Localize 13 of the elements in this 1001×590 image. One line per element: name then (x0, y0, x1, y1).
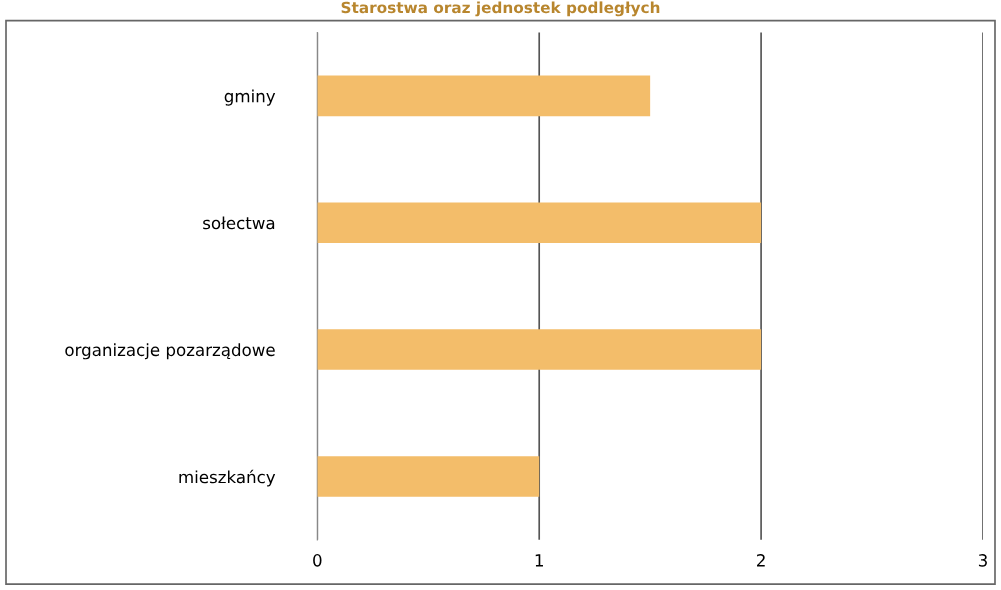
y-tick-label: mieszkańcy (179, 469, 276, 487)
bar (317, 75, 651, 117)
x-tick-label: 0 (313, 554, 322, 567)
bar (317, 456, 540, 497)
bar (317, 202, 762, 244)
chart-title: Starostwa oraz jednostek podległych (341, 1, 660, 17)
x-tick-label: 1 (535, 554, 543, 567)
y-tick-label: gminy (224, 89, 276, 106)
y-tick-label: organizacje pozarządowe (65, 343, 275, 360)
x-tick-label: 2 (757, 554, 765, 567)
x-tick-label: 3 (978, 554, 987, 567)
y-tick-label: sołectwa (203, 216, 275, 230)
bar (317, 329, 762, 370)
